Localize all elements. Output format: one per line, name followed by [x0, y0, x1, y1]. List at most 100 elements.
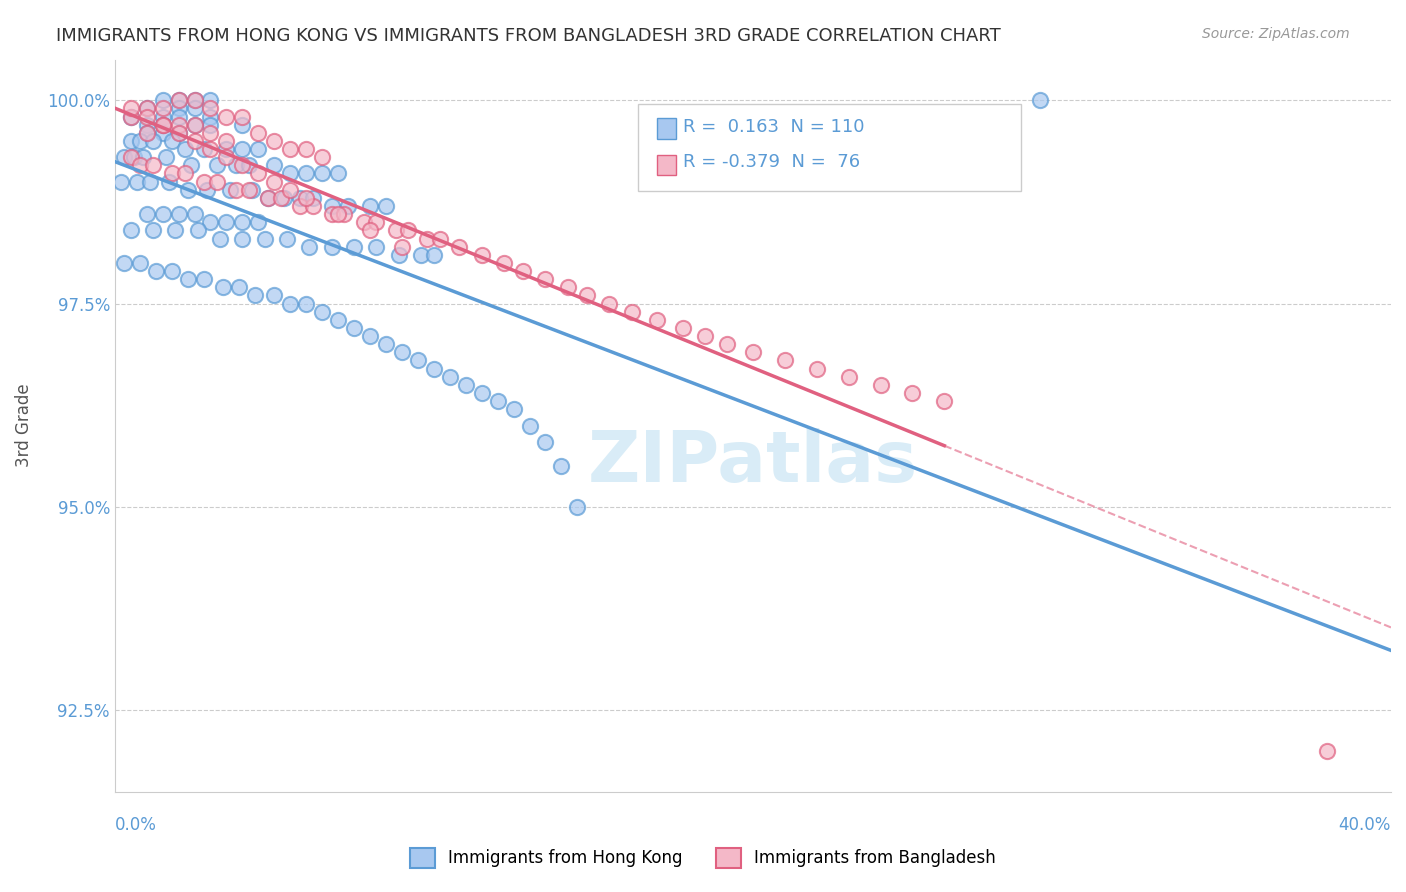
Point [120, 102, 142, 116]
Point [120, 110, 142, 124]
Point [160, 134, 183, 148]
Point [243, 288, 266, 302]
Point [200, 118, 222, 132]
Point [321, 207, 343, 221]
Point [838, 369, 860, 384]
Point [575, 288, 598, 302]
Point [359, 329, 381, 343]
Point [278, 296, 301, 310]
Text: Source: ZipAtlas.com: Source: ZipAtlas.com [1202, 27, 1350, 41]
Point [122, 150, 145, 164]
Point [183, 102, 205, 116]
Point [120, 134, 142, 148]
Point [177, 272, 200, 286]
Point [1029, 93, 1052, 107]
Point [135, 110, 157, 124]
Point [231, 215, 253, 229]
Point [295, 142, 318, 156]
Point [135, 118, 157, 132]
Point [231, 110, 253, 124]
Point [519, 418, 541, 433]
Point [215, 142, 238, 156]
Point [231, 158, 253, 172]
Point [180, 158, 202, 172]
Point [645, 313, 668, 327]
Point [135, 126, 157, 140]
Point [231, 231, 253, 245]
Point [135, 102, 157, 116]
Point [132, 150, 155, 164]
Point [471, 386, 494, 401]
Point [183, 134, 205, 148]
Point [225, 158, 247, 172]
Point [247, 215, 270, 229]
Point [135, 102, 157, 116]
Point [247, 142, 270, 156]
Point [353, 215, 375, 229]
Point [288, 199, 311, 213]
Point [167, 118, 190, 132]
Point [120, 150, 142, 164]
Point [174, 166, 197, 180]
Point [183, 207, 205, 221]
Text: R = -0.379  N =  76: R = -0.379 N = 76 [683, 153, 860, 171]
Point [486, 394, 509, 409]
Point [152, 102, 174, 116]
Point [215, 134, 238, 148]
Point [187, 223, 209, 237]
Point [247, 126, 270, 140]
Point [359, 199, 381, 213]
Point [215, 110, 238, 124]
Point [273, 191, 295, 205]
Point [195, 183, 218, 197]
Point [321, 240, 343, 254]
Point [129, 134, 152, 148]
Point [278, 183, 301, 197]
Point [620, 304, 643, 318]
Point [183, 93, 205, 107]
Point [567, 500, 589, 514]
Point [165, 223, 187, 237]
Point [295, 166, 318, 180]
Point [209, 231, 232, 245]
Point [152, 118, 174, 132]
Point [326, 207, 349, 221]
Point [142, 223, 165, 237]
Point [135, 126, 157, 140]
Point [278, 166, 301, 180]
Text: IMMIGRANTS FROM HONG KONG VS IMMIGRANTS FROM BANGLADESH 3RD GRADE CORRELATION CH: IMMIGRANTS FROM HONG KONG VS IMMIGRANTS … [56, 27, 1001, 45]
Point [741, 345, 763, 359]
Point [155, 150, 177, 164]
Point [375, 199, 398, 213]
Point [333, 207, 356, 221]
Point [228, 280, 250, 294]
Point [295, 191, 318, 205]
Point [247, 166, 270, 180]
Point [183, 118, 205, 132]
Point [200, 110, 222, 124]
Point [263, 175, 285, 189]
Point [263, 158, 285, 172]
Point [429, 231, 451, 245]
Text: 0.0%: 0.0% [115, 816, 156, 834]
Point [449, 240, 471, 254]
Point [212, 280, 235, 294]
Point [215, 150, 238, 164]
Point [336, 199, 359, 213]
Point [157, 175, 180, 189]
Point [263, 288, 285, 302]
Point [557, 280, 579, 294]
Point [550, 459, 572, 474]
Point [1316, 744, 1339, 758]
Point [375, 337, 398, 351]
Point [534, 434, 557, 449]
Point [152, 110, 174, 124]
Point [502, 402, 524, 417]
Point [193, 272, 215, 286]
Point [343, 321, 366, 335]
Point [231, 142, 253, 156]
Point [200, 102, 222, 116]
Point [406, 353, 429, 368]
Point [391, 240, 413, 254]
Point [193, 142, 215, 156]
